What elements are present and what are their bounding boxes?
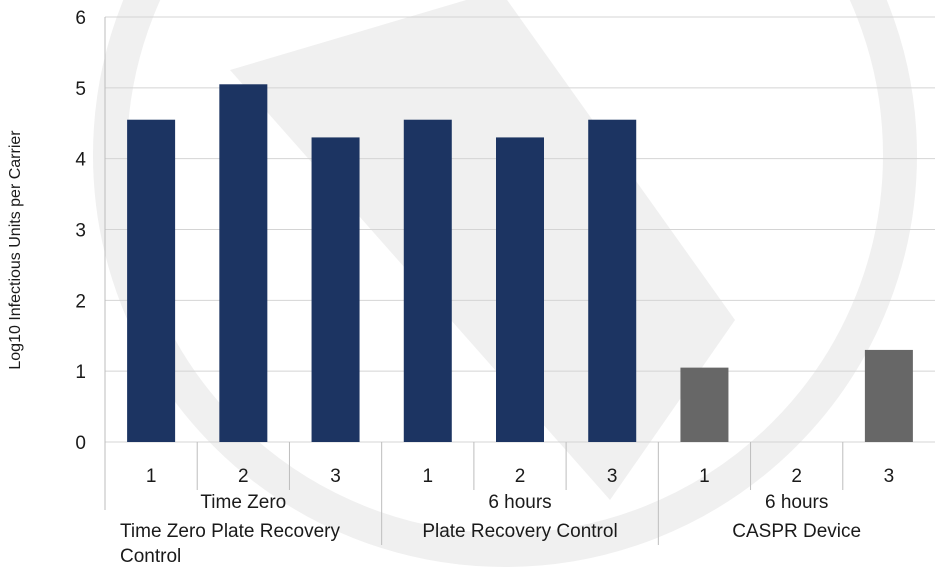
y-tick-label: 4 <box>75 150 86 171</box>
x-tick-label: 3 <box>607 466 618 487</box>
y-axis-label: Log10 Infectious Units per Carrier <box>7 130 24 370</box>
bar <box>311 137 360 442</box>
bar <box>680 367 729 442</box>
y-tick-label: 6 <box>75 8 86 29</box>
y-tick-label: 3 <box>75 221 86 242</box>
group-label-condition: CASPR Device <box>732 521 861 542</box>
x-tick-label: 3 <box>330 466 341 487</box>
x-tick-label: 2 <box>791 466 802 487</box>
x-tick-label: 1 <box>422 466 433 487</box>
group-label-condition: Time Zero Plate Recovery <box>120 521 340 542</box>
bar <box>864 349 913 442</box>
x-tick-label: 1 <box>699 466 710 487</box>
bar <box>588 119 637 442</box>
y-tick-label: 2 <box>75 291 86 312</box>
x-tick-label: 3 <box>884 466 895 487</box>
group-label-time: 6 hours <box>488 492 551 513</box>
bar <box>219 84 268 443</box>
group-label-condition: Plate Recovery Control <box>422 521 617 542</box>
group-label-time: Time Zero <box>200 492 286 513</box>
bar <box>403 119 452 442</box>
y-tick-label: 5 <box>75 79 86 100</box>
bar <box>496 137 544 442</box>
bar <box>127 119 176 442</box>
group-label-time: 6 hours <box>765 492 828 513</box>
y-tick-label: 1 <box>75 362 86 383</box>
y-tick-label: 0 <box>75 433 86 454</box>
x-tick-label: 2 <box>515 466 526 487</box>
x-tick-label: 2 <box>238 466 249 487</box>
group-label-condition-line2: Control <box>120 546 181 567</box>
x-tick-label: 1 <box>146 466 157 487</box>
